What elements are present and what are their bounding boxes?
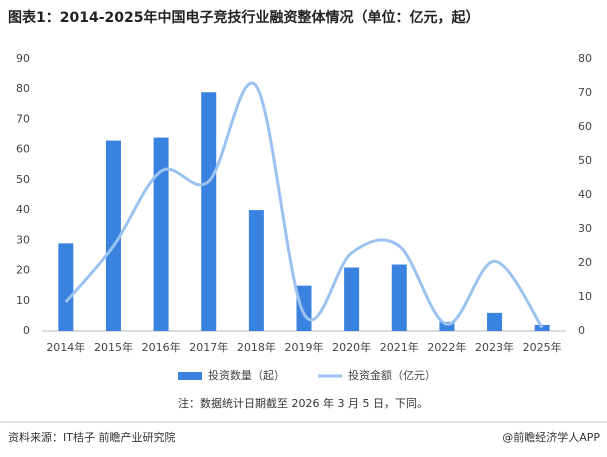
bar <box>344 267 360 331</box>
x-tick-label: 2023年 <box>475 340 514 354</box>
bar <box>534 324 550 331</box>
bar <box>58 243 74 331</box>
x-tick-label: 2015年 <box>94 340 133 354</box>
y2-tick-label: 40 <box>578 188 592 201</box>
y-tick-label: 20 <box>16 264 30 277</box>
y-tick-label: 30 <box>16 233 30 246</box>
bar <box>201 92 217 331</box>
line <box>64 81 544 329</box>
bar <box>439 321 455 331</box>
legend-label: 投资数量（起） <box>208 368 285 382</box>
credit: @前瞻经济学人APP <box>502 430 600 444</box>
x-tick-label: 2016年 <box>142 340 181 354</box>
note: 注：数据统计日期截至 2026 年 3 月 5 日，下同。 <box>178 396 428 410</box>
legend-swatch <box>178 372 202 380</box>
x-tick-label: 2025年 <box>523 340 562 354</box>
y-tick-label: 90 <box>16 52 30 65</box>
x-tick-label: 2018年 <box>237 340 276 354</box>
y-tick-label: 80 <box>16 82 30 95</box>
y-tick-label: 0 <box>23 324 30 337</box>
x-tick-label: 2014年 <box>46 340 85 354</box>
y2-tick-label: 70 <box>578 86 592 99</box>
y-tick-label: 60 <box>16 143 30 156</box>
y-tick-label: 10 <box>16 294 30 307</box>
x-tick-label: 2017年 <box>189 340 228 354</box>
y2-tick-label: 10 <box>578 290 592 303</box>
x-tick-label: 2021年 <box>380 340 419 354</box>
y-tick-label: 40 <box>16 203 30 216</box>
bar <box>296 285 312 331</box>
bar <box>248 210 264 331</box>
y-tick-label: 50 <box>16 173 30 186</box>
legend-label: 投资金额（亿元） <box>348 368 436 382</box>
y2-tick-label: 60 <box>578 120 592 133</box>
chart-title: 图表1：2014-2025年中国电子竞技行业融资整体情况（单位：亿元，起） <box>8 9 479 26</box>
source: 资料来源：IT桔子 前瞻产业研究院 <box>8 430 175 444</box>
x-tick-label: 2019年 <box>285 340 324 354</box>
x-tick-label: 2020年 <box>332 340 371 354</box>
y2-tick-label: 50 <box>578 154 592 167</box>
y2-tick-label: 80 <box>578 52 592 65</box>
y-tick-label: 70 <box>16 112 30 125</box>
y2-tick-label: 20 <box>578 256 592 269</box>
bar <box>153 137 169 331</box>
bar <box>105 140 121 331</box>
bar <box>391 264 407 331</box>
bar <box>487 312 503 331</box>
x-tick-label: 2022年 <box>427 340 466 354</box>
y2-tick-label: 30 <box>578 222 592 235</box>
y2-tick-label: 0 <box>578 324 585 337</box>
